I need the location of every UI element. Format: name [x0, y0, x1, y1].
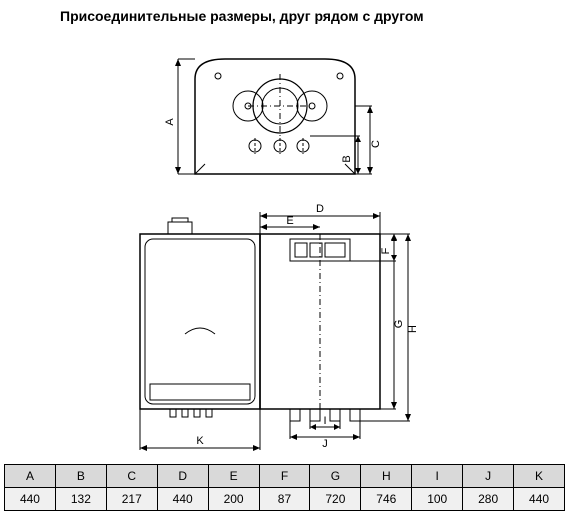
page-title: Присоединительные размеры, друг рядом с … [0, 0, 569, 24]
dim-label-i: I [323, 415, 326, 427]
port [290, 409, 300, 421]
mount-hole [215, 73, 221, 79]
top-cap [168, 222, 192, 234]
technical-diagram: A C B [0, 24, 569, 454]
col-header: G [310, 465, 361, 488]
port [350, 409, 360, 421]
topview-outline [195, 59, 355, 174]
cell: 280 [463, 488, 514, 511]
dim-label-d: D [316, 203, 324, 215]
port [182, 409, 188, 417]
table-header-row: A B C D E F G H I J K [5, 465, 565, 488]
cell: 217 [106, 488, 157, 511]
col-header: E [208, 465, 259, 488]
col-header: K [514, 465, 565, 488]
cell: 440 [514, 488, 565, 511]
dim-label-b: B [341, 155, 353, 162]
dim-label-e: E [286, 215, 293, 227]
dim-label-j: J [322, 438, 328, 450]
col-header: D [157, 465, 208, 488]
port [194, 409, 200, 417]
topview-corner [345, 164, 355, 174]
col-header: J [463, 465, 514, 488]
port [206, 409, 212, 417]
dim-label-h: H [407, 325, 419, 333]
topview-corner [195, 164, 205, 174]
dim-label-c: C [370, 140, 382, 148]
dim-label-k: K [196, 435, 204, 447]
left-control-panel [150, 384, 250, 400]
port [310, 409, 320, 421]
dim-label-f: F [380, 247, 392, 254]
col-header: H [361, 465, 412, 488]
port [330, 409, 340, 421]
table-row: 440 132 217 440 200 87 720 746 100 280 4… [5, 488, 565, 511]
cell: 746 [361, 488, 412, 511]
col-header: C [106, 465, 157, 488]
dimensions-table: A B C D E F G H I J K 440 132 217 440 20… [4, 464, 565, 511]
col-header: I [412, 465, 463, 488]
cell: 200 [208, 488, 259, 511]
cell: 440 [157, 488, 208, 511]
dim-label-a: A [164, 118, 176, 126]
cell: 440 [5, 488, 56, 511]
cell: 132 [55, 488, 106, 511]
mount-hole [337, 73, 343, 79]
cell: 720 [310, 488, 361, 511]
logo-mark [185, 328, 215, 334]
diagram-svg: A C B [0, 24, 569, 454]
col-header: A [5, 465, 56, 488]
dim-label-g: G [393, 320, 405, 329]
port [170, 409, 176, 417]
dimensions-table-wrap: A B C D E F G H I J K 440 132 217 440 20… [0, 464, 569, 515]
left-unit-panel [145, 239, 255, 404]
col-header: F [259, 465, 310, 488]
left-unit-outline [140, 234, 260, 409]
cell: 87 [259, 488, 310, 511]
col-header: B [55, 465, 106, 488]
cell: 100 [412, 488, 463, 511]
